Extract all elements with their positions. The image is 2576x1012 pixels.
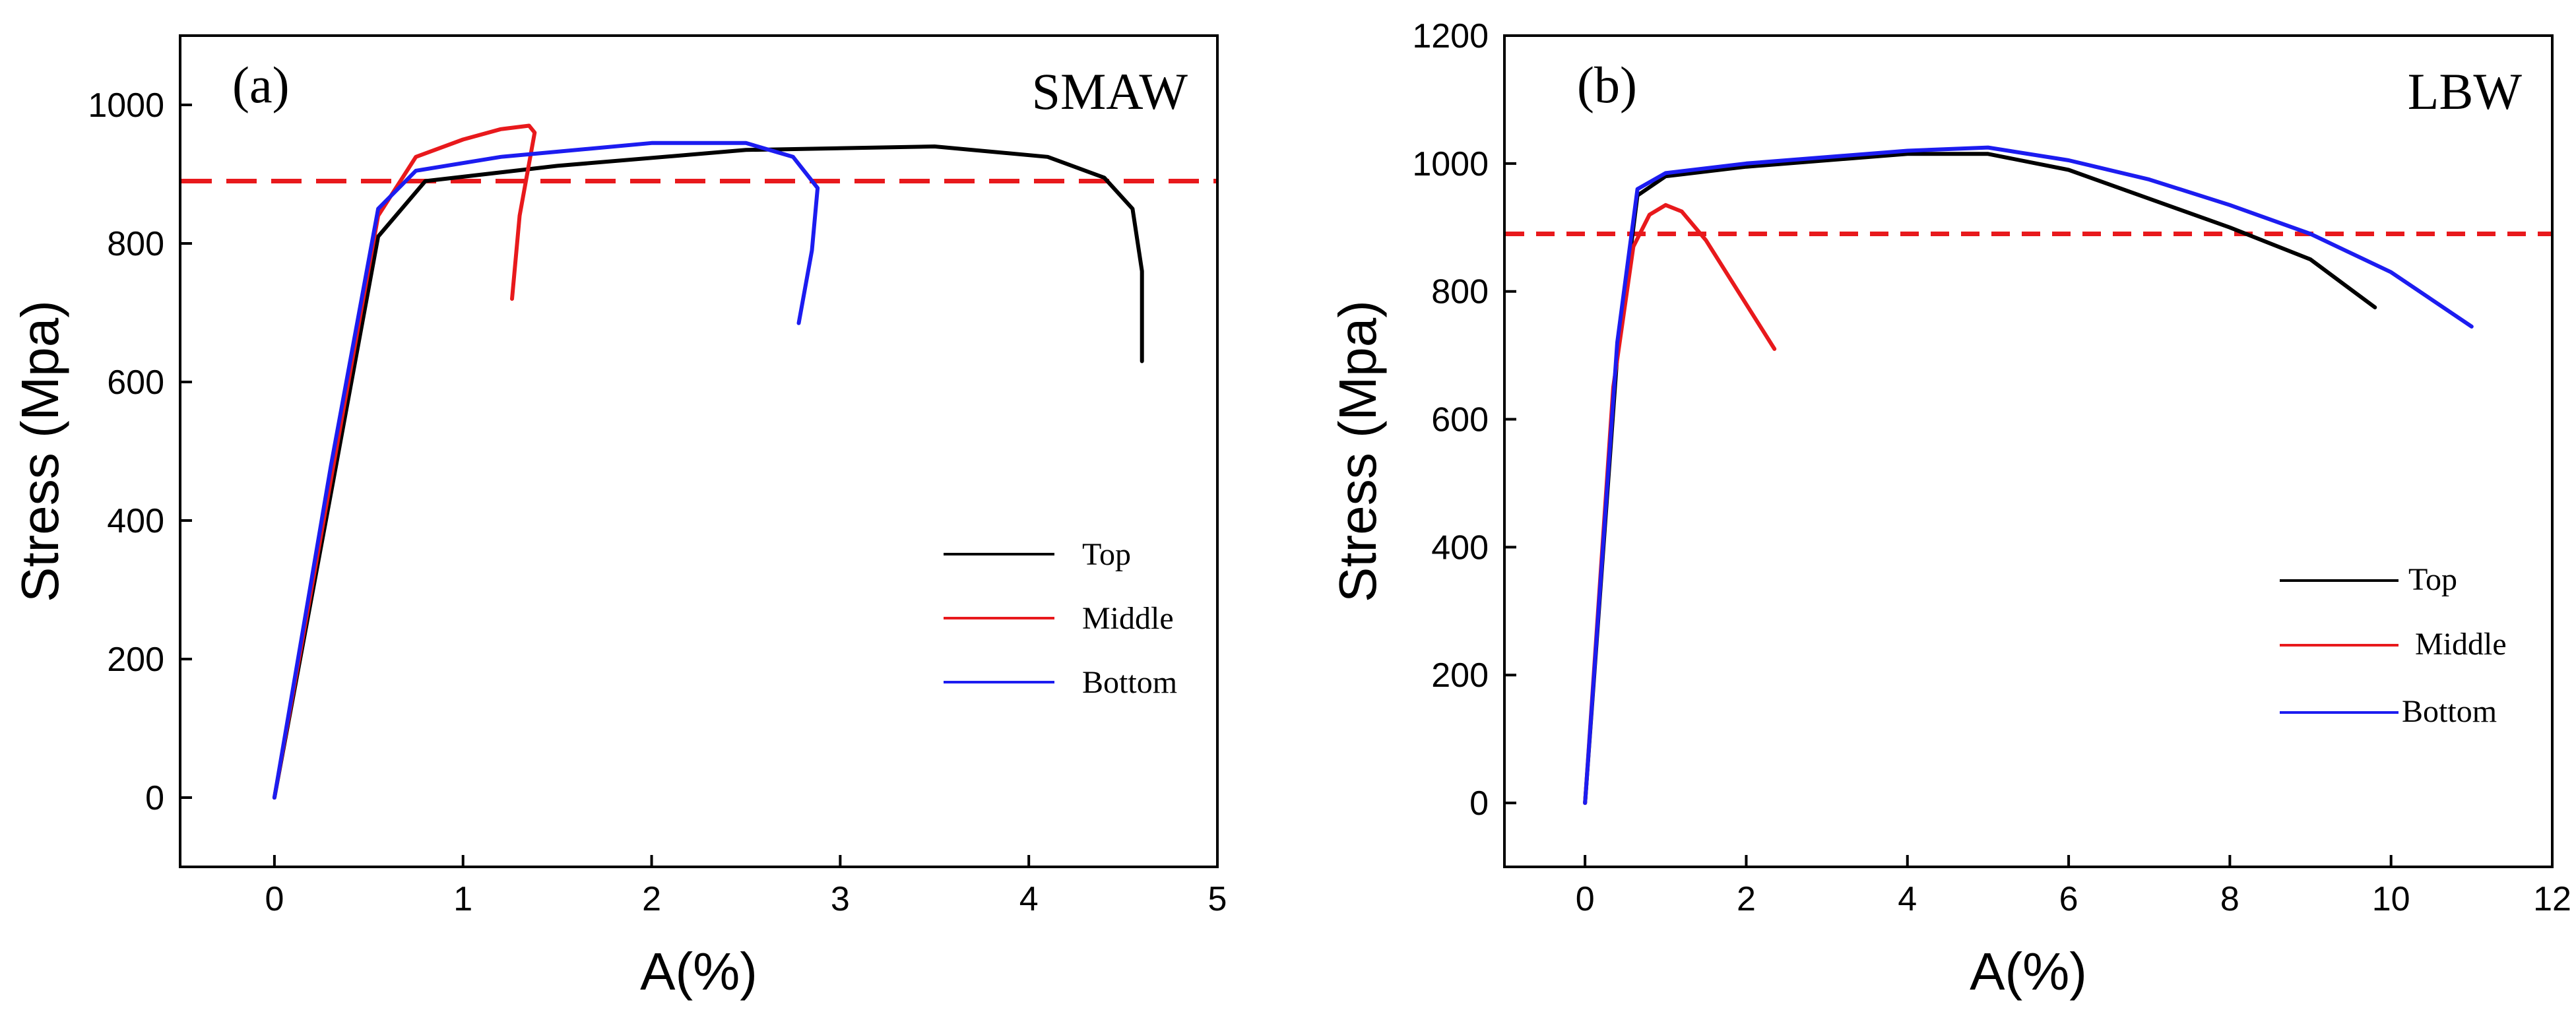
legend-a-top-label: Top <box>1082 537 1131 572</box>
panel-b-label: (b) <box>1577 56 1637 113</box>
x-tick-label: 12 <box>2533 880 2571 918</box>
panel-b-series <box>1583 145 2474 806</box>
x-tick-label: 10 <box>2372 880 2410 918</box>
y-tick-label: 800 <box>1431 273 1489 311</box>
series-line-bottom <box>272 141 820 800</box>
y-tick-label: 800 <box>107 225 164 263</box>
x-tick-label: 4 <box>1898 880 1917 918</box>
legend-a-bottom-label: Bottom <box>1082 665 1177 700</box>
y-tick-label: 600 <box>107 364 164 402</box>
y-tick-label: 1000 <box>1412 145 1489 183</box>
y-tick-label: 1200 <box>1412 17 1489 55</box>
panel-b-xlabel: A(%) <box>1970 942 2087 1001</box>
x-tick-label: 1 <box>453 880 472 918</box>
y-tick-label: 0 <box>145 779 164 817</box>
panel-b-legend: Top Middle Bottom <box>2280 562 2507 729</box>
x-tick-label: 5 <box>1208 880 1227 918</box>
x-tick-label: 2 <box>1737 880 1756 918</box>
series-line-middle <box>272 123 537 800</box>
panel-b-frame <box>1503 34 2554 868</box>
panel-b-lbw: 0 2 4 6 8 10 12 0 200 400 600 800 1000 1200 (b) LBW T… <box>1328 17 2571 1001</box>
panel-a-smaw: 0 1 2 3 4 5 0 200 400 600 800 1000 (a) SMAW Top Mid… <box>11 34 1227 1001</box>
x-tick-label: 0 <box>265 880 284 918</box>
y-tick-label: 600 <box>1431 401 1489 439</box>
panel-a-title: SMAW <box>1032 63 1188 120</box>
panel-b-ticks: 0 2 4 6 8 10 12 0 200 400 600 800 1000 1200 <box>1412 17 2571 918</box>
legend-b-bottom-label: Bottom <box>2402 694 2497 729</box>
x-tick-label: 2 <box>642 880 661 918</box>
y-tick-label: 0 <box>1469 784 1489 823</box>
panel-a-ylabel: Stress (Mpa) <box>11 300 69 602</box>
y-tick-label: 400 <box>107 502 164 540</box>
x-tick-label: 0 <box>1576 880 1595 918</box>
panel-a-label: (a) <box>232 56 290 113</box>
panel-a-ticks: 0 1 2 3 4 5 0 200 400 600 800 1000 <box>88 86 1227 918</box>
panel-b-title: LBW <box>2408 63 2523 120</box>
y-tick-label: 1000 <box>88 86 164 125</box>
x-tick-label: 8 <box>2220 880 2239 918</box>
x-tick-label: 6 <box>2059 880 2078 918</box>
panel-a-xlabel: A(%) <box>640 942 757 1001</box>
legend-b-middle-label: Middle <box>2415 627 2507 662</box>
series-line-middle <box>1583 203 1777 806</box>
panel-a-series <box>272 123 1144 800</box>
legend-a-middle-label: Middle <box>1082 601 1174 636</box>
panel-a-frame <box>179 34 1219 868</box>
series-line-top <box>1583 152 2377 806</box>
y-tick-label: 400 <box>1431 528 1489 567</box>
x-tick-label: 4 <box>1019 880 1039 918</box>
panel-a-legend: Top Middle Bottom <box>944 537 1177 700</box>
y-tick-label: 200 <box>107 641 164 679</box>
panel-b-ylabel: Stress (Mpa) <box>1328 300 1387 602</box>
y-tick-label: 200 <box>1431 656 1489 695</box>
series-line-bottom <box>1583 145 2474 806</box>
series-line-top <box>272 144 1144 800</box>
x-tick-label: 3 <box>831 880 850 918</box>
legend-b-top-label: Top <box>2408 562 2457 597</box>
